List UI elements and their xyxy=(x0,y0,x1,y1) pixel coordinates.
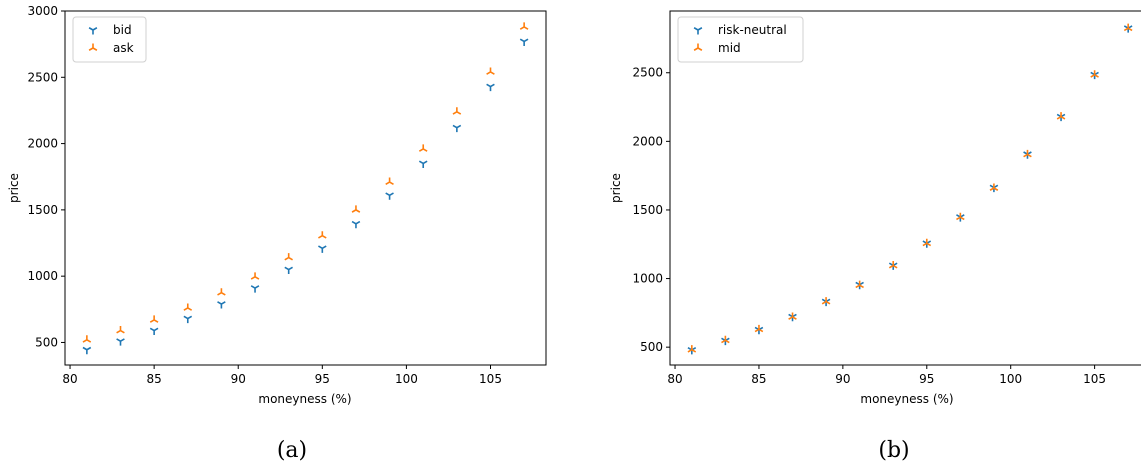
point-ask xyxy=(452,107,462,115)
x-tick-label-b: 95 xyxy=(919,372,934,386)
y-tick-label-a: 500 xyxy=(35,335,58,349)
legend-label-risk-neutral: risk-neutral xyxy=(718,23,787,37)
point-bid xyxy=(82,346,92,355)
point-ask xyxy=(250,272,260,280)
point-ask xyxy=(149,315,159,323)
y-axis-label-b: price xyxy=(609,173,623,203)
y-ticks-a: 500 1000 1500 2000 2500 3000 xyxy=(27,4,65,349)
y-ticks-b: 500 1000 1500 2000 2500 xyxy=(632,66,670,354)
point-mid xyxy=(687,345,697,353)
point-ask xyxy=(385,177,394,185)
x-ticks-a: 80 85 90 95 100 105 xyxy=(62,365,502,386)
point-ask xyxy=(284,253,293,261)
x-tick-label-b: 80 xyxy=(667,372,682,386)
point-ask xyxy=(519,22,529,30)
point-ask xyxy=(183,303,193,311)
y-tick-label-a: 2000 xyxy=(27,137,58,151)
point-ask xyxy=(217,288,226,296)
point-bid xyxy=(116,338,125,346)
point-mid xyxy=(922,238,932,247)
caption-a: (a) xyxy=(277,438,307,463)
point-bid xyxy=(519,38,529,46)
point-mid xyxy=(821,297,831,305)
point-ask xyxy=(318,231,327,239)
x-ticks-b: 80 85 90 95 100 105 xyxy=(667,365,1106,386)
legend-label-bid: bid xyxy=(113,23,132,37)
x-tick-label-a: 95 xyxy=(315,372,330,386)
legend-box-a xyxy=(72,16,147,63)
legend-label-ask: ask xyxy=(113,41,134,55)
chart-b: 500 1000 1500 2000 2500 80 85 90 95 100 105 money… xyxy=(609,10,1141,463)
point-mid xyxy=(956,212,965,221)
plot-frame-b xyxy=(669,10,1141,366)
legend-marker-risk-neutral xyxy=(693,27,703,35)
x-tick-label-a: 90 xyxy=(231,372,246,386)
points-a xyxy=(82,22,529,355)
x-tick-label-a: 100 xyxy=(395,372,418,386)
y-tick-label-a: 1500 xyxy=(27,203,58,217)
point-ask xyxy=(116,326,125,334)
x-tick-label-a: 80 xyxy=(62,372,77,386)
x-tick-label-b: 90 xyxy=(835,372,850,386)
y-tick-label-b: 2500 xyxy=(632,66,663,80)
x-tick-label-a: 85 xyxy=(146,372,161,386)
x-tick-label-b: 100 xyxy=(999,372,1022,386)
y-tick-label-b: 1000 xyxy=(632,272,663,286)
legend-marker-bid xyxy=(88,27,98,35)
point-bid xyxy=(183,315,193,324)
y-tick-label-a: 1000 xyxy=(27,269,58,283)
point-bid xyxy=(385,192,394,200)
y-tick-label-b: 500 xyxy=(640,340,663,354)
y-tick-label-b: 2000 xyxy=(632,134,663,148)
point-mid xyxy=(1123,23,1133,32)
point-ask xyxy=(82,335,92,343)
y-tick-label-a: 2500 xyxy=(27,70,58,84)
x-tick-label-a: 105 xyxy=(479,372,502,386)
legend-b: risk-neutral mid xyxy=(677,16,804,63)
point-mid xyxy=(721,335,730,344)
point-mid xyxy=(989,183,999,191)
point-mid xyxy=(855,280,864,289)
point-bid xyxy=(418,160,428,168)
point-ask xyxy=(486,67,495,75)
x-axis-label-a: moneyness (%) xyxy=(258,392,351,406)
point-bid xyxy=(318,245,327,253)
point-bid xyxy=(149,327,159,336)
y-tick-label-a: 3000 xyxy=(27,4,58,18)
legend-marker-ask xyxy=(88,43,98,51)
point-bid xyxy=(452,124,462,133)
point-mid xyxy=(1056,112,1066,120)
point-bid xyxy=(250,285,260,293)
point-bid xyxy=(284,266,293,275)
legend-label-mid: mid xyxy=(718,41,741,55)
point-ask xyxy=(418,144,428,152)
point-mid xyxy=(754,324,764,333)
point-bid xyxy=(351,220,361,229)
point-mid xyxy=(888,261,898,269)
caption-b: (b) xyxy=(878,438,909,463)
point-ask xyxy=(351,205,361,213)
point-mid xyxy=(1023,149,1032,158)
y-tick-label-b: 1500 xyxy=(632,203,663,217)
legend-marker-mid xyxy=(693,43,703,51)
x-tick-label-b: 105 xyxy=(1083,372,1106,386)
plot-frame-a xyxy=(64,10,547,366)
point-bid xyxy=(486,83,495,92)
y-axis-label-a: price xyxy=(7,173,21,203)
point-bid xyxy=(217,301,226,309)
legend-a: bid ask xyxy=(72,16,147,63)
legend-box-b xyxy=(677,16,804,63)
point-mid xyxy=(1090,70,1099,78)
x-axis-label-b: moneyness (%) xyxy=(860,392,953,406)
point-mid xyxy=(788,312,797,320)
x-tick-label-b: 85 xyxy=(751,372,766,386)
points-b xyxy=(687,23,1133,355)
chart-a: 500 1000 1500 2000 2500 3000 80 85 90 95 100 105 m… xyxy=(7,4,547,463)
